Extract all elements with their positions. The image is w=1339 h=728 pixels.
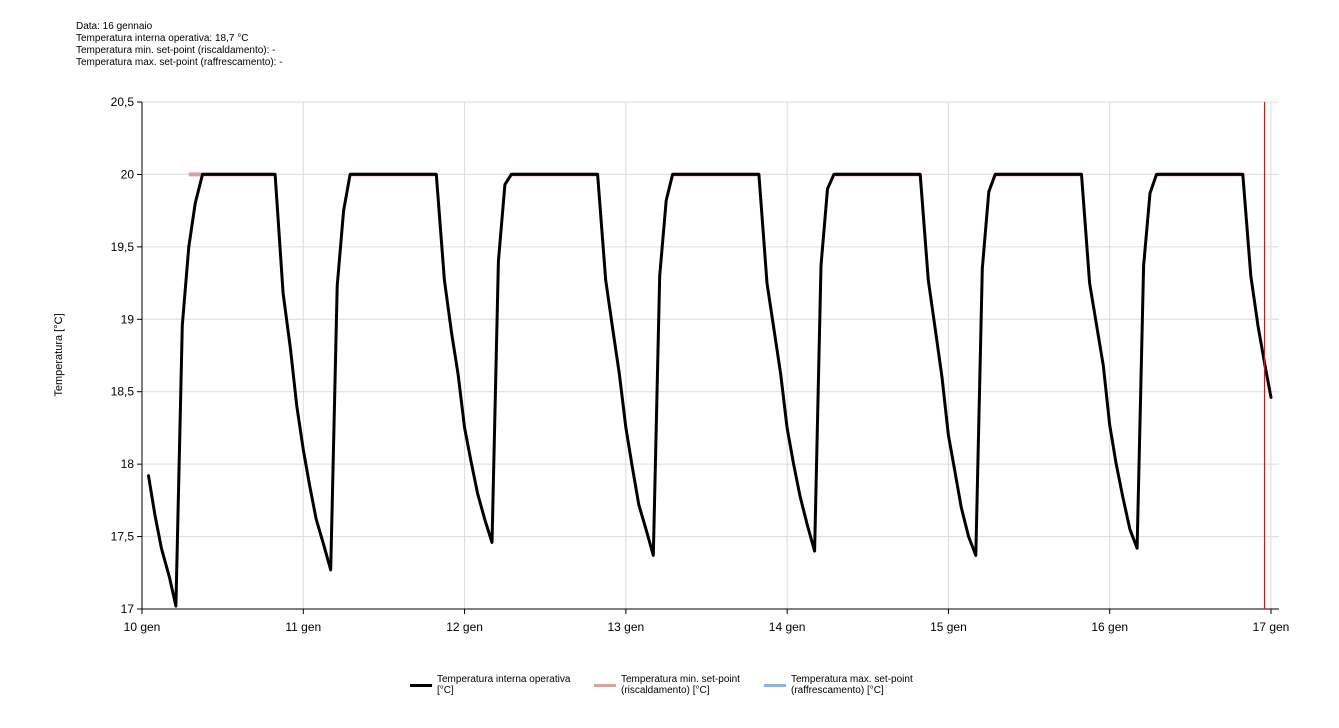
- legend-swatch-cooling: [764, 684, 786, 687]
- info-panel: Data: 16 gennaio Temperatura interna ope…: [76, 21, 283, 69]
- legend-item-heating[interactable]: Temperatura min. set-point (riscaldament…: [594, 674, 740, 696]
- temperature-chart: 17 17,5 18 18,5 19 19,5 20 20,5 10 gen 11 gen 12 g…: [53, 95, 1290, 634]
- x-tick-label: 13 gen: [608, 620, 645, 634]
- legend-swatch-heating: [594, 684, 616, 687]
- x-tick-label: 16 gen: [1091, 620, 1128, 634]
- y-tick-label: 19,5: [111, 240, 135, 254]
- y-tick-label: 20,5: [111, 95, 135, 109]
- y-tick-label: 17: [121, 602, 135, 616]
- x-tick-label: 12 gen: [446, 620, 483, 634]
- info-max-setpoint: Temperatura max. set-point (raffrescamen…: [76, 57, 283, 68]
- legend-label-cooling: Temperatura max. set-point (raffrescamen…: [791, 674, 913, 696]
- x-tick-label: 14 gen: [769, 620, 806, 634]
- info-min-setpoint: Temperatura min. set-point (riscaldament…: [76, 45, 276, 56]
- y-tick-label: 17,5: [111, 530, 135, 544]
- y-tick-label: 18: [121, 457, 135, 471]
- legend-item-operative[interactable]: Temperatura interna operativa [°C]: [410, 674, 570, 696]
- operative-temperature-line: [147, 172, 1273, 608]
- x-tick-label: 11 gen: [285, 620, 321, 634]
- legend-item-cooling[interactable]: Temperatura max. set-point (raffrescamen…: [764, 674, 913, 696]
- series-layer: [147, 102, 1273, 609]
- info-date: Data: 16 gennaio: [76, 21, 153, 32]
- legend-label-heating: Temperatura min. set-point (riscaldament…: [621, 674, 740, 696]
- y-axis-label: Temperatura [°C]: [53, 313, 65, 396]
- legend-label-operative: Temperatura interna operativa [°C]: [437, 674, 571, 696]
- axes: [137, 101, 1279, 614]
- y-tick-label: 18,5: [111, 385, 135, 399]
- x-tick-label: 10 gen: [124, 620, 161, 634]
- y-tick-label: 19: [121, 312, 135, 326]
- x-tick-label: 17 gen: [1253, 620, 1290, 634]
- x-tick-label: 15 gen: [930, 620, 967, 634]
- y-tick-label: 20: [121, 167, 135, 181]
- grid-lines: [141, 101, 1279, 610]
- info-operative-temp: Temperatura interna operativa: 18,7 °C: [76, 33, 249, 44]
- tick-labels: 17 17,5 18 18,5 19 19,5 20 20,5 10 gen 11 gen 12 g…: [111, 95, 1290, 634]
- legend: Temperatura interna operativa [°C] Tempe…: [0, 674, 1339, 704]
- legend-swatch-operative: [410, 684, 432, 687]
